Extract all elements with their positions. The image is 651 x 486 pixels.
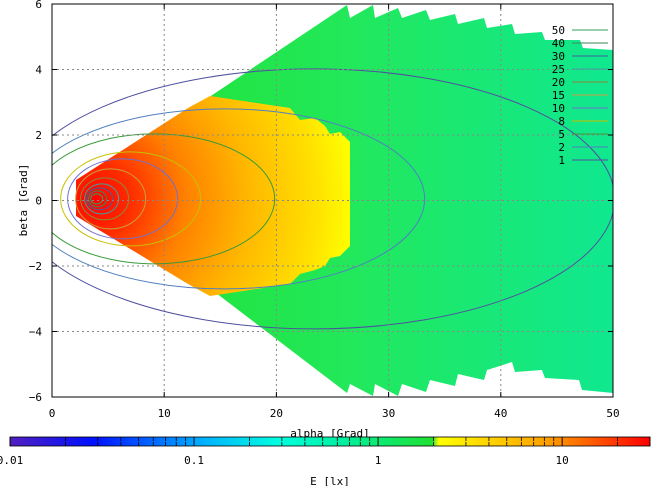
legend-entry-label: 25	[552, 63, 565, 76]
contour-line	[86, 187, 114, 211]
x-tick-label: 20	[270, 407, 283, 420]
y-tick-label: 6	[35, 0, 42, 11]
colorbar-tick-label: 0.01	[0, 454, 23, 467]
colorbar-tick-label: 1	[375, 454, 382, 467]
legend-entry-label: 15	[552, 89, 565, 102]
plot-area	[52, 5, 613, 396]
contour-line	[52, 108, 426, 290]
y-tick-label: 2	[35, 129, 42, 142]
high-illuminance-region	[76, 96, 350, 296]
x-tick-label: 30	[382, 407, 395, 420]
y-tick-label: 0	[35, 195, 42, 208]
contour-line	[52, 133, 276, 265]
x-tick-label: 10	[158, 407, 171, 420]
contour-line	[60, 151, 202, 247]
legend-entry-label: 20	[552, 76, 565, 89]
colorbar-tick-label: 10	[556, 454, 569, 467]
legend-entry-label: 50	[552, 24, 565, 37]
contour-line	[67, 158, 179, 240]
legend-entry-label: 5	[558, 128, 565, 141]
contour-line	[90, 193, 104, 205]
y-tick-label: −4	[29, 326, 43, 339]
contour-line	[52, 68, 613, 330]
x-tick-label: 0	[49, 407, 56, 420]
contour-line	[80, 177, 130, 221]
colorbar-label: E [lx]	[310, 475, 350, 486]
legend-entry-label: 1	[558, 154, 565, 167]
y-tick-label: −2	[29, 260, 42, 273]
y-tick-label: −6	[29, 391, 42, 404]
legend-entry-label: 10	[552, 102, 565, 115]
contour-line	[88, 190, 108, 208]
legend-entry-label: 8	[558, 115, 565, 128]
y-axis-label: beta [Grad]	[17, 164, 30, 237]
contour-line	[75, 168, 147, 230]
colorbar-tick-label: 0.1	[184, 454, 204, 467]
contour-line	[84, 183, 120, 215]
legend-entry-label: 2	[558, 141, 565, 154]
x-tick-label: 50	[606, 407, 619, 420]
legend-entry-label: 30	[552, 50, 565, 63]
x-tick-label: 40	[494, 407, 507, 420]
legend-entry-label: 40	[552, 37, 565, 50]
y-tick-label: 4	[35, 64, 42, 77]
